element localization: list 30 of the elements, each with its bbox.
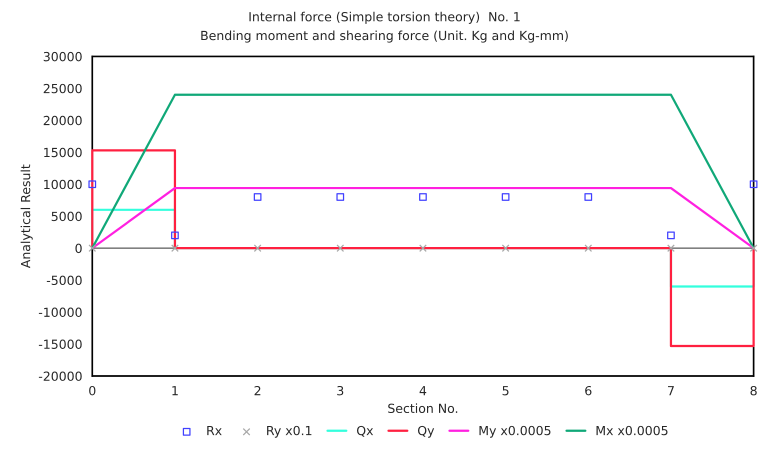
y-tick-label: 10000 [44, 180, 82, 190]
y-tick-label: -10000 [38, 308, 82, 318]
x-tick-label: 4 [420, 386, 426, 396]
chart-subtitle: Bending moment and shearing force (Unit. Kg and Kg-mm) [201, 30, 568, 43]
y-tick-label: 15000 [44, 148, 82, 158]
x-tick-label: 0 [89, 386, 96, 396]
y-tick-label: 25000 [44, 84, 82, 94]
x-tick-label: 1 [172, 386, 178, 396]
x-tick-label: 3 [337, 386, 344, 396]
y-axis-title: Analytical Result [20, 164, 33, 268]
legend-label: Mx x0.0005 [596, 426, 668, 436]
x-tick-label: 7 [668, 386, 674, 396]
y-tick-label: -5000 [46, 276, 82, 286]
x-tick-label: 6 [585, 386, 592, 396]
x-axis-title: Section No. [388, 403, 458, 414]
y-tick-label: 30000 [44, 52, 82, 62]
y-tick-label: 20000 [44, 116, 82, 126]
x-tick-label: 2 [254, 386, 260, 396]
y-tick-label: 0 [75, 244, 82, 254]
x-tick-label: 8 [750, 386, 757, 396]
legend-label: Rx [207, 426, 222, 436]
legend-label: Ry x0.1 [267, 426, 312, 438]
legend-label: Qx [356, 426, 374, 437]
x-tick-label: 5 [502, 386, 508, 396]
legend-label: My x0.0005 [479, 426, 550, 438]
legend-label: Qy [418, 426, 434, 438]
y-tick-label: 5000 [52, 212, 82, 222]
y-tick-label: -20000 [38, 371, 82, 381]
y-tick-label: -15000 [38, 340, 82, 349]
chart-title: Internal force (Simple torsion theory) No. 1 [249, 12, 520, 24]
